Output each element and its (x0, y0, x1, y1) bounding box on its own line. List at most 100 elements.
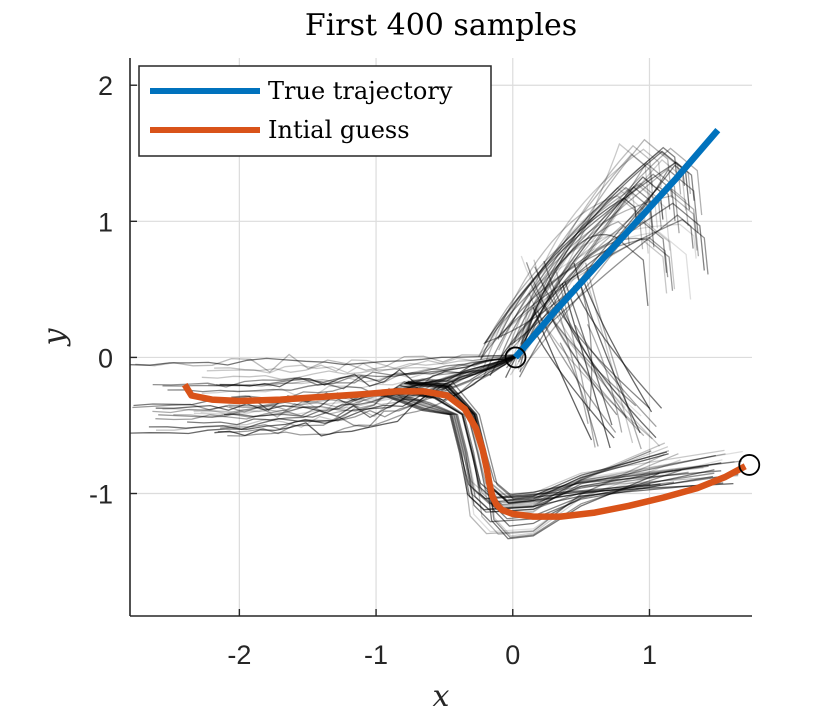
chart-title: First 400 samples (305, 8, 577, 43)
sample-trajectory-93 (561, 282, 611, 449)
x-axis-label: x (433, 679, 450, 714)
sample-trajectory-16 (201, 354, 520, 398)
sample-trajectory-114 (408, 380, 681, 537)
legend-box (138, 65, 492, 157)
x-tick-label-3: 1 (642, 640, 657, 670)
sample-trajectory-2 (167, 354, 520, 393)
sample-trajectory-35 (482, 186, 655, 378)
sample-trajectory-74 (514, 217, 676, 367)
sample-trajectory-64 (517, 220, 630, 370)
sample-trajectory-0 (129, 354, 520, 435)
sample-trajectory-77 (572, 285, 663, 409)
sample-trajectory-62 (497, 146, 678, 340)
sample-trajectory-94 (533, 259, 661, 447)
sample-trajectory-92 (543, 260, 628, 419)
sample-trajectory-108 (395, 387, 726, 509)
sample-trajectory-34 (478, 182, 662, 358)
sample-trajectory-24 (162, 354, 520, 387)
sample-trajectory-96 (520, 255, 626, 409)
sample-trajectory-27 (148, 354, 520, 430)
sample-trajectory-6 (155, 354, 520, 421)
x-tick-label-0: -2 (227, 640, 251, 670)
legend: True trajectory Intial guess (138, 65, 492, 157)
sample-trajectory-69 (516, 186, 649, 357)
sample-trajectory-87 (581, 278, 653, 413)
sample-trajectory-89 (555, 271, 596, 448)
sample-trajectory-8 (214, 354, 520, 437)
sample-trajectory-17 (135, 353, 520, 373)
sample-trajectory-88 (525, 262, 618, 416)
sample-trajectory-36 (517, 147, 703, 363)
sample-trajectory-134 (406, 381, 715, 527)
sample-trajectory-63 (509, 183, 659, 376)
sample-trajectory-59 (480, 161, 695, 359)
sample-trajectory-56 (482, 195, 644, 369)
sample-trajectory-75 (517, 144, 654, 343)
sample-trajectory-70 (498, 153, 654, 351)
start-point-marker (504, 346, 527, 369)
sample-trajectory-120 (383, 393, 716, 513)
sample-trajectory-47 (489, 202, 705, 377)
sample-trajectory-82 (576, 275, 593, 412)
sample-trajectory-81 (534, 266, 651, 409)
sample-trajectory-99 (584, 262, 642, 450)
sample-trajectory-37 (479, 237, 668, 355)
legend-label-true-trajectory: True trajectory (268, 77, 453, 105)
sample-trajectory-135 (395, 387, 665, 535)
sample-trajectory-104 (408, 380, 722, 496)
x-tick-label-2: 0 (505, 640, 520, 670)
legend-label-intial-guess: Intial guess (268, 116, 410, 144)
sample-trajectory-57 (497, 223, 697, 338)
y-tick-label-2: 1 (98, 207, 113, 237)
sample-trajectory-7 (187, 354, 520, 426)
sample-trajectory-83 (559, 342, 599, 447)
sample-trajectory-73 (500, 162, 680, 361)
sample-trajectory-39 (500, 173, 676, 357)
sample-trajectory-80 (559, 305, 657, 439)
series-lines (181, 127, 747, 520)
markers (504, 346, 761, 476)
sample-trajectory-78 (564, 281, 613, 426)
sample-trajectory-71 (483, 197, 638, 345)
y-tick-label-3: 2 (98, 71, 113, 101)
sample-trajectory-76 (553, 321, 645, 437)
sample-trajectory-45 (517, 184, 671, 339)
sample-trajectory-25 (152, 354, 520, 388)
y-tick-label-1: 0 (98, 343, 113, 373)
sample-trajectory-12 (219, 354, 520, 388)
sample-trajectory-15 (227, 354, 520, 437)
sample-trajectory-33 (224, 354, 520, 418)
sample-trajectory-42 (519, 148, 662, 360)
sample-trajectory-97 (548, 283, 589, 424)
sample-trajectory-95 (534, 330, 615, 439)
sample-trajectory-13 (201, 354, 520, 380)
sample-trajectory-115 (394, 387, 651, 498)
y-tick-label-0: -1 (89, 480, 113, 510)
sample-trajectory-29 (220, 354, 520, 430)
axes (129, 58, 752, 617)
sample-trajectory-132 (382, 393, 668, 500)
sample-trajectory-86 (574, 324, 657, 428)
sample-trajectory-31 (214, 354, 520, 373)
sample-trajectory-91 (528, 293, 653, 440)
sample-trajectory-85 (537, 310, 617, 433)
sample-trajectory-22 (217, 354, 520, 435)
sample-trajectory-26 (206, 354, 520, 374)
sample-trajectory-110 (410, 379, 709, 500)
sample-trajectory-10 (130, 354, 520, 366)
sample-trajectory-123 (388, 390, 715, 513)
sample-trajectory-51 (521, 138, 673, 344)
sample-trajectory-125 (384, 392, 704, 496)
sample-trajectory-21 (216, 354, 520, 387)
sample-trajectory-84 (529, 282, 637, 407)
end-point-marker (738, 454, 761, 476)
sample-trajectory-60 (514, 237, 674, 358)
sample-trajectory-90 (573, 262, 641, 434)
tick-labels: -2 -1 0 1 -1 0 1 2 (89, 71, 657, 670)
sample-trajectory-43 (481, 231, 692, 356)
y-axis-label: y (37, 327, 72, 347)
sample-trajectory-30 (133, 354, 520, 412)
sample-trajectory-67 (513, 236, 669, 343)
sample-trajectory-48 (519, 150, 682, 373)
